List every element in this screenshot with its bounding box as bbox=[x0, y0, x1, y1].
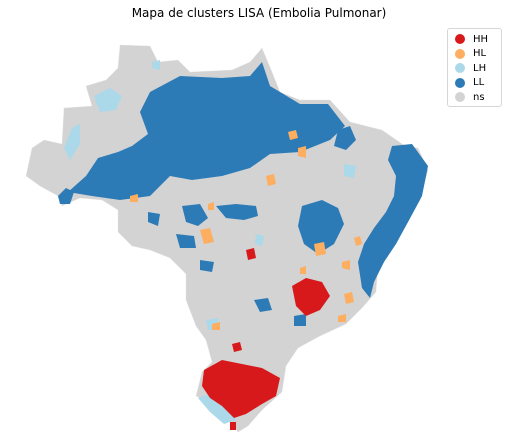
legend-marker-lh bbox=[455, 63, 465, 74]
legend-marker-hl bbox=[455, 48, 465, 59]
legend-marker-ns bbox=[455, 92, 465, 103]
legend-label-ns: ns bbox=[473, 91, 485, 103]
legend-label-lh: LH bbox=[473, 62, 487, 74]
hl-clusters bbox=[130, 130, 362, 330]
hh-clusters bbox=[202, 248, 330, 430]
legend-item-hl: HL bbox=[455, 47, 501, 62]
legend-item-ll: LL bbox=[455, 76, 501, 91]
legend-marker-ll bbox=[455, 77, 465, 88]
lh-clusters bbox=[64, 60, 356, 424]
map-legend: HH HL LH LL ns bbox=[447, 28, 502, 107]
legend-marker-hh bbox=[455, 34, 465, 45]
map-title: Mapa de clusters LISA (Embolia Pulmonar) bbox=[131, 6, 387, 20]
ll-clusters bbox=[58, 62, 428, 326]
legend-label-hl: HL bbox=[473, 48, 487, 60]
legend-item-lh: LH bbox=[455, 61, 501, 76]
legend-item-hh: HH bbox=[455, 32, 501, 47]
legend-label-ll: LL bbox=[473, 77, 485, 89]
legend-label-hh: HH bbox=[473, 33, 489, 45]
legend-item-ns: ns bbox=[455, 90, 501, 105]
brazil-outline bbox=[25, 44, 429, 433]
